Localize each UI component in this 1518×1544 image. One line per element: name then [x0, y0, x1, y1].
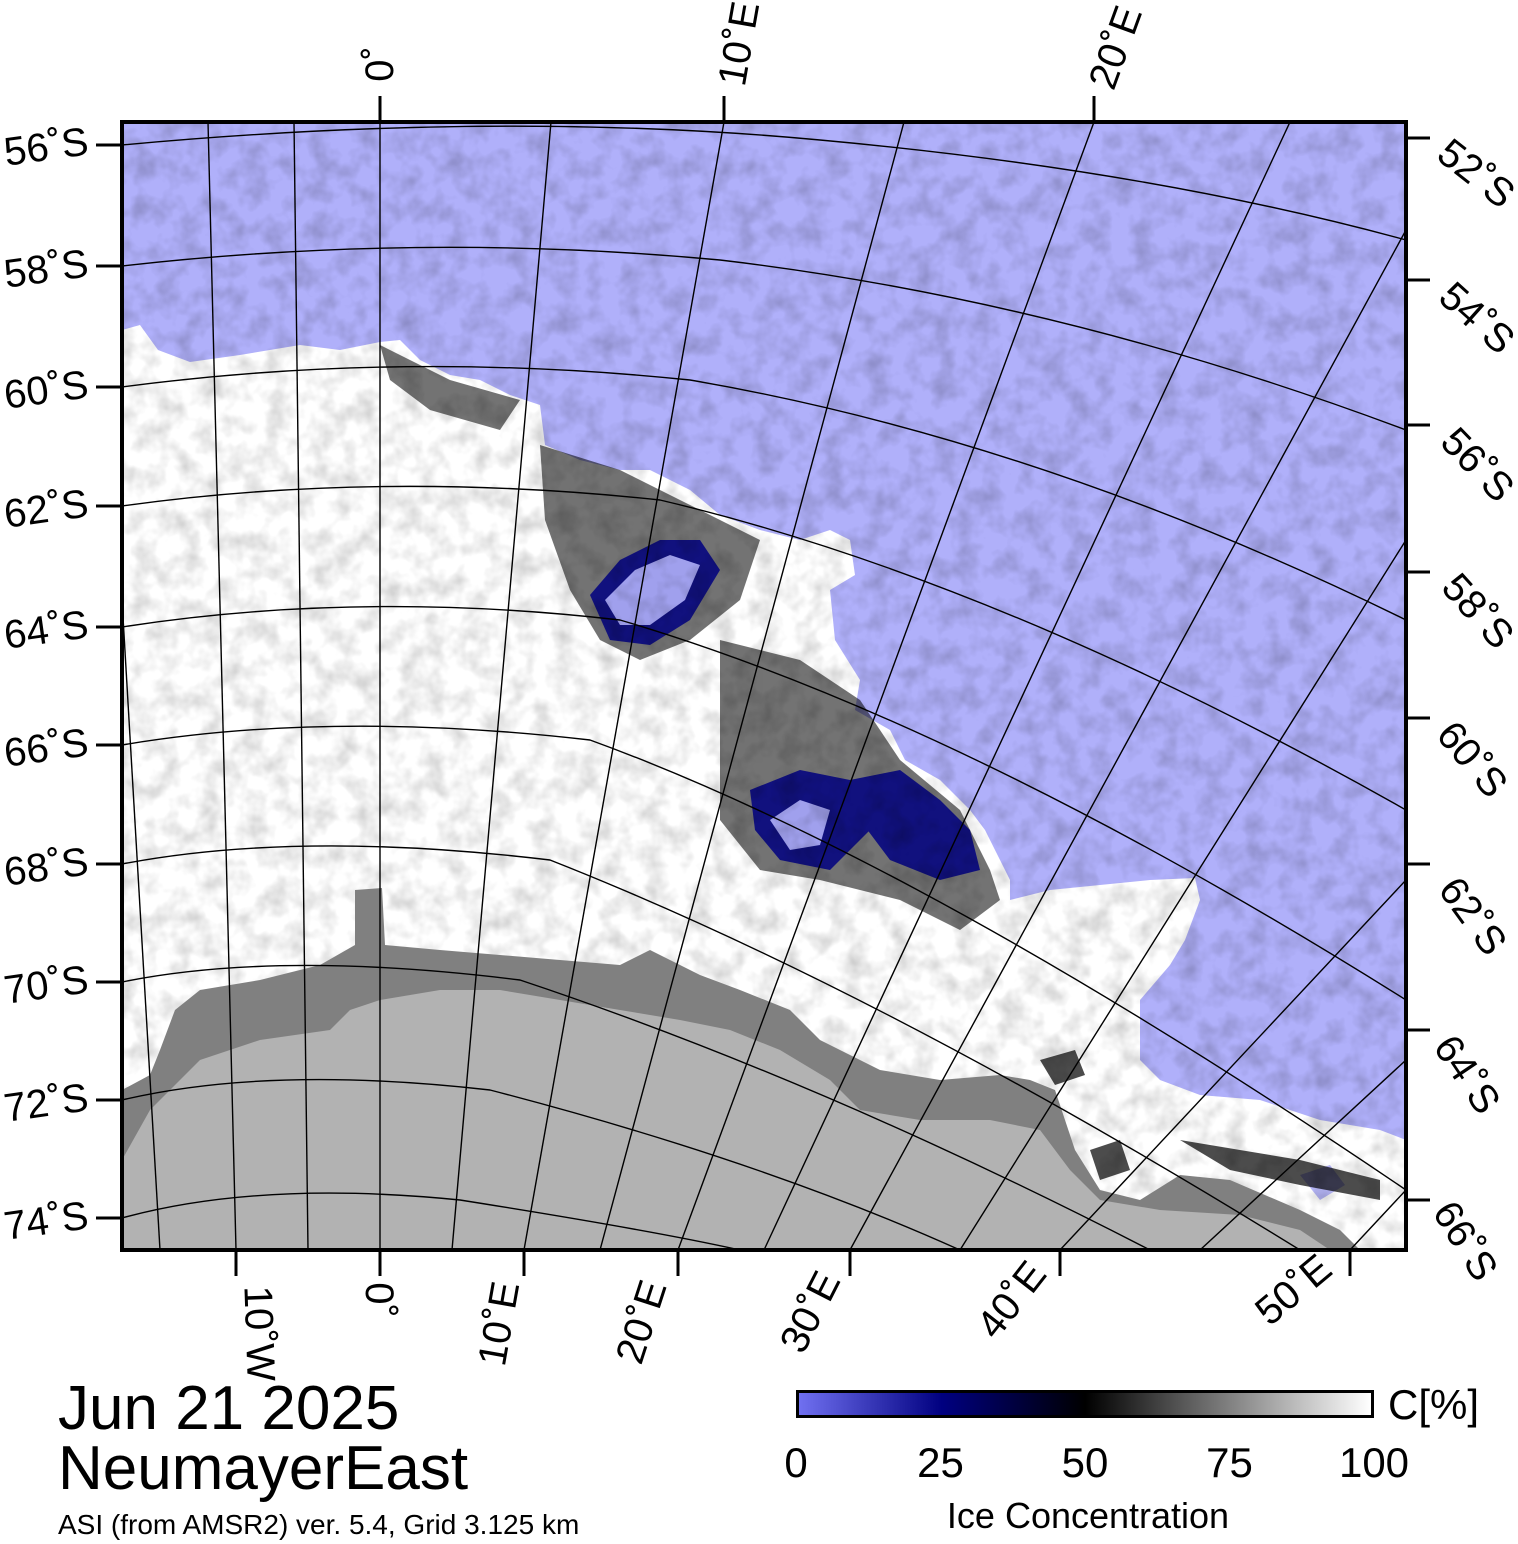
graticule-meridians	[122, 122, 1406, 1250]
lat-label: 74˚S	[1, 1193, 91, 1248]
lat-label: 60˚S	[1428, 713, 1516, 806]
lat-label: 56˚S	[1, 119, 91, 174]
region-name: NeumayerEast	[58, 1434, 469, 1503]
lat-label: 52˚S	[1429, 130, 1518, 217]
graticule-parallels	[122, 125, 1406, 1250]
lon-label: 40˚E	[968, 1253, 1055, 1347]
data-source: ASI (from AMSR2) ver. 5.4, Grid 3.125 km	[58, 1509, 580, 1540]
map-date: Jun 21 2025	[58, 1374, 400, 1443]
colorbar	[796, 1390, 1374, 1418]
lat-label: 54˚S	[1431, 274, 1518, 363]
lon-label: 10˚W	[235, 1285, 282, 1382]
colorbar-tick: 25	[917, 1439, 964, 1486]
lat-label: 66˚S	[1424, 1194, 1506, 1289]
lat-label: 66˚S	[1, 720, 91, 775]
lon-label: 20˚E	[608, 1275, 676, 1369]
lat-labels-right: 52˚S 54˚S 56˚S 58˚S 60˚S 62˚S 64˚S 66˚S	[1424, 130, 1518, 1288]
colorbar-title: Ice Concentration	[946, 1495, 1230, 1536]
lat-label: 58˚S	[1, 241, 91, 296]
lon-label: 20˚E	[1081, 0, 1151, 94]
lat-label: 60˚S	[1, 362, 91, 417]
colorbar-tick: 0	[784, 1439, 808, 1486]
colorbar-tick: 100	[1338, 1439, 1410, 1486]
lat-label: 56˚S	[1432, 419, 1518, 510]
lat-label: 58˚S	[1433, 565, 1518, 657]
lon-label: 50˚E	[1247, 1246, 1340, 1334]
lon-label: 10˚E	[710, 0, 768, 89]
lat-labels-left: 56˚S 58˚S 60˚S 62˚S 64˚S 66˚S 68˚S 70˚S …	[1, 119, 91, 1248]
lat-label: 72˚S	[1, 1075, 91, 1130]
map-frame	[120, 120, 1408, 1252]
lat-label: 64˚S	[1425, 1027, 1509, 1122]
frame-ticks	[96, 96, 1430, 1276]
lon-label: 30˚E	[772, 1264, 850, 1359]
colorbar-tick: 50	[1061, 1439, 1109, 1486]
lon-labels-bottom: 10˚W 0˚ 10˚E 20˚E 30˚E 40˚E 50˚E	[235, 1246, 1340, 1382]
lat-label: 64˚S	[1, 602, 91, 657]
lon-label: 0˚	[357, 1282, 401, 1318]
lon-labels-top: 0˚ 10˚E 20˚E	[358, 0, 1151, 95]
lat-label: 62˚S	[1, 481, 91, 536]
lat-label: 70˚S	[1, 957, 91, 1012]
colorbar-unit: C[%]	[1388, 1381, 1480, 1428]
lon-label: 10˚E	[470, 1278, 528, 1369]
lat-label: 62˚S	[1430, 869, 1515, 963]
lat-label: 68˚S	[1, 839, 91, 894]
colorbar-tick: 75	[1206, 1439, 1253, 1486]
lon-label: 0˚	[358, 46, 402, 82]
